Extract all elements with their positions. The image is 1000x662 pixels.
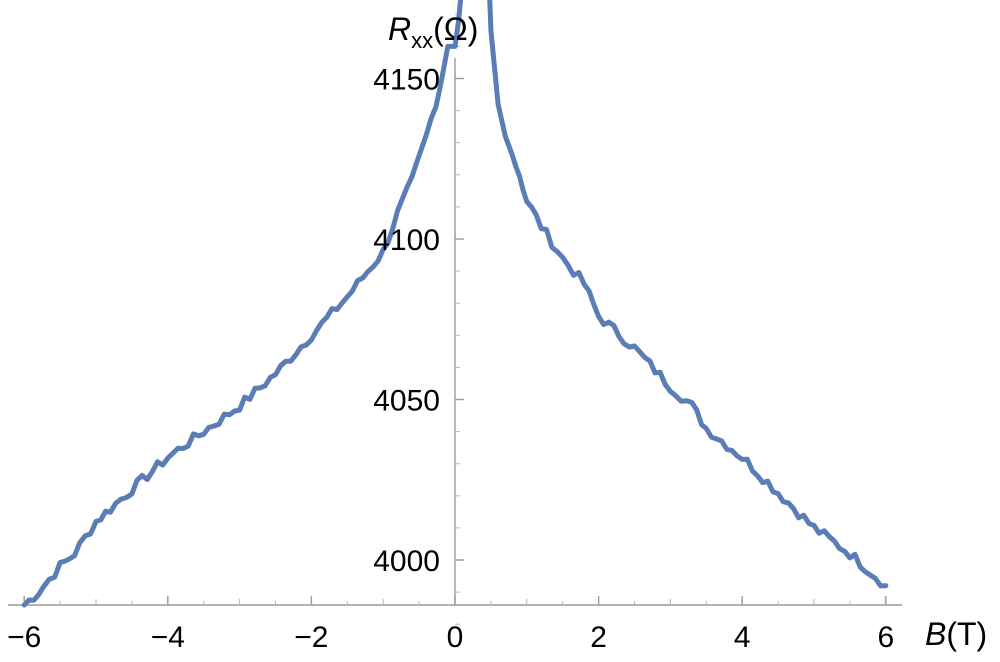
x-tick-label: −6	[7, 621, 41, 654]
x-axis-title-main: B	[925, 616, 946, 652]
y-axis-title-main: R	[388, 11, 411, 47]
x-tick-label: 6	[877, 621, 894, 654]
x-axis-title-unit: (T)	[946, 616, 987, 652]
y-tick-label: 4000	[373, 545, 440, 578]
y-axis-title-subscript: xx	[411, 28, 433, 53]
chart-axes	[8, 13, 902, 625]
y-tick-label: 4100	[373, 224, 440, 257]
x-tick-label: 0	[447, 621, 464, 654]
x-axis-title: B(T)	[925, 616, 987, 652]
x-tick-label: −4	[151, 621, 185, 654]
x-axis-ticks	[23, 596, 887, 605]
tick-labels-layer: −6−4−202464000405041004150420042504300	[7, 64, 894, 655]
y-axis-ticks	[455, 13, 464, 625]
series-layer	[21, 0, 889, 608]
x-tick-label: −2	[294, 621, 328, 654]
x-tick-label: 4	[734, 621, 751, 654]
y-tick-label: 4150	[373, 64, 440, 97]
y-axis-title-unit: (Ω)	[433, 11, 478, 47]
y-axis-title: Rxx(Ω)	[388, 11, 478, 53]
y-tick-label: 4050	[373, 385, 440, 418]
x-tick-label: 2	[590, 621, 607, 654]
series-line	[21, 0, 889, 608]
